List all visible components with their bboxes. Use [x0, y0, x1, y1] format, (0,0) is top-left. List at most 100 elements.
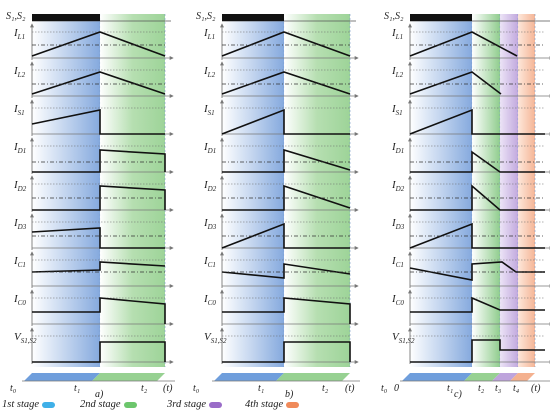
legend-label-1st-stage: 1st stage — [2, 399, 40, 410]
waveform-i-d1 — [32, 149, 166, 173]
waveform-i-s1 — [409, 108, 545, 135]
stage-band-3 — [500, 14, 518, 367]
gate-on-bar — [32, 14, 100, 21]
time-ribbon-stage-4 — [510, 373, 535, 381]
waveform-i-l1 — [221, 31, 351, 57]
signal-label-i-l1: IL1 — [391, 27, 403, 41]
stage-band-2 — [100, 14, 165, 367]
time-label-2: t₂ — [322, 383, 329, 394]
time-label-2: t₁ — [447, 383, 453, 394]
legend-swatch-green — [123, 401, 137, 408]
signal-label-i-c1: IC1 — [13, 255, 26, 269]
panel-c: S₁,S₂ IL1 IL2 IS1 ID1 ID2 ID3 IC1 IC0 VS1,S2 t₀ 0 t₁… — [381, 11, 550, 400]
panel-caption-b: b) — [285, 389, 294, 400]
waveform-i-d3 — [31, 227, 165, 249]
signal-label-v-s1-s2: VS1,S2 — [204, 331, 227, 345]
waveform-i-c1 — [31, 261, 166, 273]
legend-label-4th-stage: 4th stage — [245, 399, 284, 410]
time-ribbon-stage-1 — [24, 373, 100, 381]
waveform-i-s1 — [221, 108, 350, 135]
waveform-v-s1-s2 — [410, 339, 545, 363]
panel-caption-a: a) — [95, 389, 104, 400]
time-label-0: t₀ — [193, 383, 200, 394]
signal-label-i-c0: IC0 — [13, 293, 26, 307]
waveform-v-s1-s2 — [222, 341, 351, 363]
waveform-i-d1 — [222, 148, 351, 173]
signal-label-i-d1: ID1 — [391, 141, 404, 155]
signal-label-i-l2: IL2 — [203, 65, 216, 79]
legend-swatch-purple — [209, 401, 222, 408]
gate-on-bar — [410, 14, 472, 21]
stage-band-1 — [222, 14, 284, 367]
signal-label-i-l1: IL1 — [203, 27, 215, 41]
waveform-i-s1 — [31, 109, 165, 135]
waveform-i-c1 — [221, 263, 351, 279]
stage-legend: 1st stage 2nd stage 3rd stage 4th stage — [0, 397, 550, 413]
time-label-1: t₁ — [258, 383, 264, 394]
waveform-i-d2 — [222, 184, 351, 211]
signal-label-i-d2: ID2 — [13, 179, 27, 193]
time-label-1: 0 — [394, 383, 399, 394]
time-label-4: t₃ — [495, 383, 502, 394]
signal-label-i-l1: IL1 — [13, 27, 25, 41]
time-label-2: t₂ — [141, 383, 148, 394]
stage-band-4 — [518, 14, 535, 367]
stage-band-2 — [284, 14, 350, 367]
signal-label-i-s1: IS1 — [203, 103, 215, 117]
signal-label-v-s1-s2: VS1,S2 — [392, 331, 415, 345]
signal-label-i-l2: IL2 — [391, 65, 404, 79]
legend-item-3rd-stage: 3rd stage — [167, 397, 222, 412]
signal-label-i-d2: ID2 — [203, 179, 217, 193]
signal-label-v-s1-s2: VS1,S2 — [14, 331, 37, 345]
time-label-0: t₀ — [381, 383, 388, 394]
signal-label-i-c1: IC1 — [391, 255, 404, 269]
waveform-i-d1 — [410, 150, 545, 173]
time-label-5: t₄ — [513, 383, 520, 394]
waveform-i-l2 — [221, 71, 351, 95]
time-label-3: (t) — [345, 383, 355, 394]
legend-label-2nd-stage: 2nd stage — [80, 399, 121, 410]
signal-label-i-s1: IS1 — [13, 103, 25, 117]
waveform-i-l1 — [31, 31, 166, 57]
signal-label-i-c1: IC1 — [203, 255, 216, 269]
waveform-i-c0 — [222, 297, 351, 324]
stage-band-1 — [410, 14, 472, 367]
waveform-v-s1-s2 — [32, 341, 166, 363]
time-label-3: t₂ — [478, 383, 485, 394]
legend-label-3rd-stage: 3rd stage — [167, 399, 206, 410]
panel-caption-c: c) — [454, 389, 462, 400]
signal-label-i-d1: ID1 — [13, 141, 26, 155]
legend-swatch-orange — [286, 401, 300, 408]
signal-label-i-d3: ID3 — [13, 217, 27, 231]
panel-b: S₁,S₂ IL1 IL2 IS1 ID1 ID2 ID3 IC1 IC0 VS1,S2 t₀ t₁ t… — [193, 11, 360, 400]
time-label-3: (t) — [163, 383, 173, 394]
legend-item-4th-stage: 4th stage — [245, 397, 300, 412]
time-ribbon-stage-2 — [464, 373, 500, 381]
signal-label-i-c0: IC0 — [203, 293, 216, 307]
waveform-i-l1 — [409, 31, 518, 57]
signal-label-i-d3: ID3 — [391, 217, 405, 231]
gate-signal-label: S₁,S₂ — [196, 11, 216, 22]
time-label-6: (t) — [531, 383, 541, 394]
signal-label-i-d2: ID2 — [391, 179, 405, 193]
time-ribbon-stage-2 — [276, 373, 350, 381]
time-ribbon-stage-1 — [214, 373, 284, 381]
time-label-0: t₀ — [10, 383, 17, 394]
panel-a: S₁,S₂ IL1 IL2 IS1 ID1 ID2 ID3 IC1 IC0 VS1,S2 t₀ t₁ t… — [6, 11, 175, 400]
waveform-i-c0 — [410, 296, 545, 313]
waveform-i-l2 — [31, 71, 166, 95]
signal-label-i-d3: ID3 — [203, 217, 217, 231]
signal-label-i-c0: IC0 — [391, 293, 404, 307]
waveform-i-d2 — [410, 184, 545, 211]
waveform-i-l2 — [409, 71, 502, 95]
waveform-i-d2 — [32, 185, 166, 211]
time-label-1: t₁ — [74, 383, 80, 394]
signal-label-i-l2: IL2 — [13, 65, 26, 79]
gate-signal-label: S₁,S₂ — [6, 11, 26, 22]
gate-on-bar — [222, 14, 284, 21]
time-ribbon-stage-3 — [492, 373, 518, 381]
legend-swatch-blue — [42, 401, 56, 408]
time-ribbon-stage-1 — [402, 373, 472, 381]
time-ribbon-stage-2 — [92, 373, 165, 381]
